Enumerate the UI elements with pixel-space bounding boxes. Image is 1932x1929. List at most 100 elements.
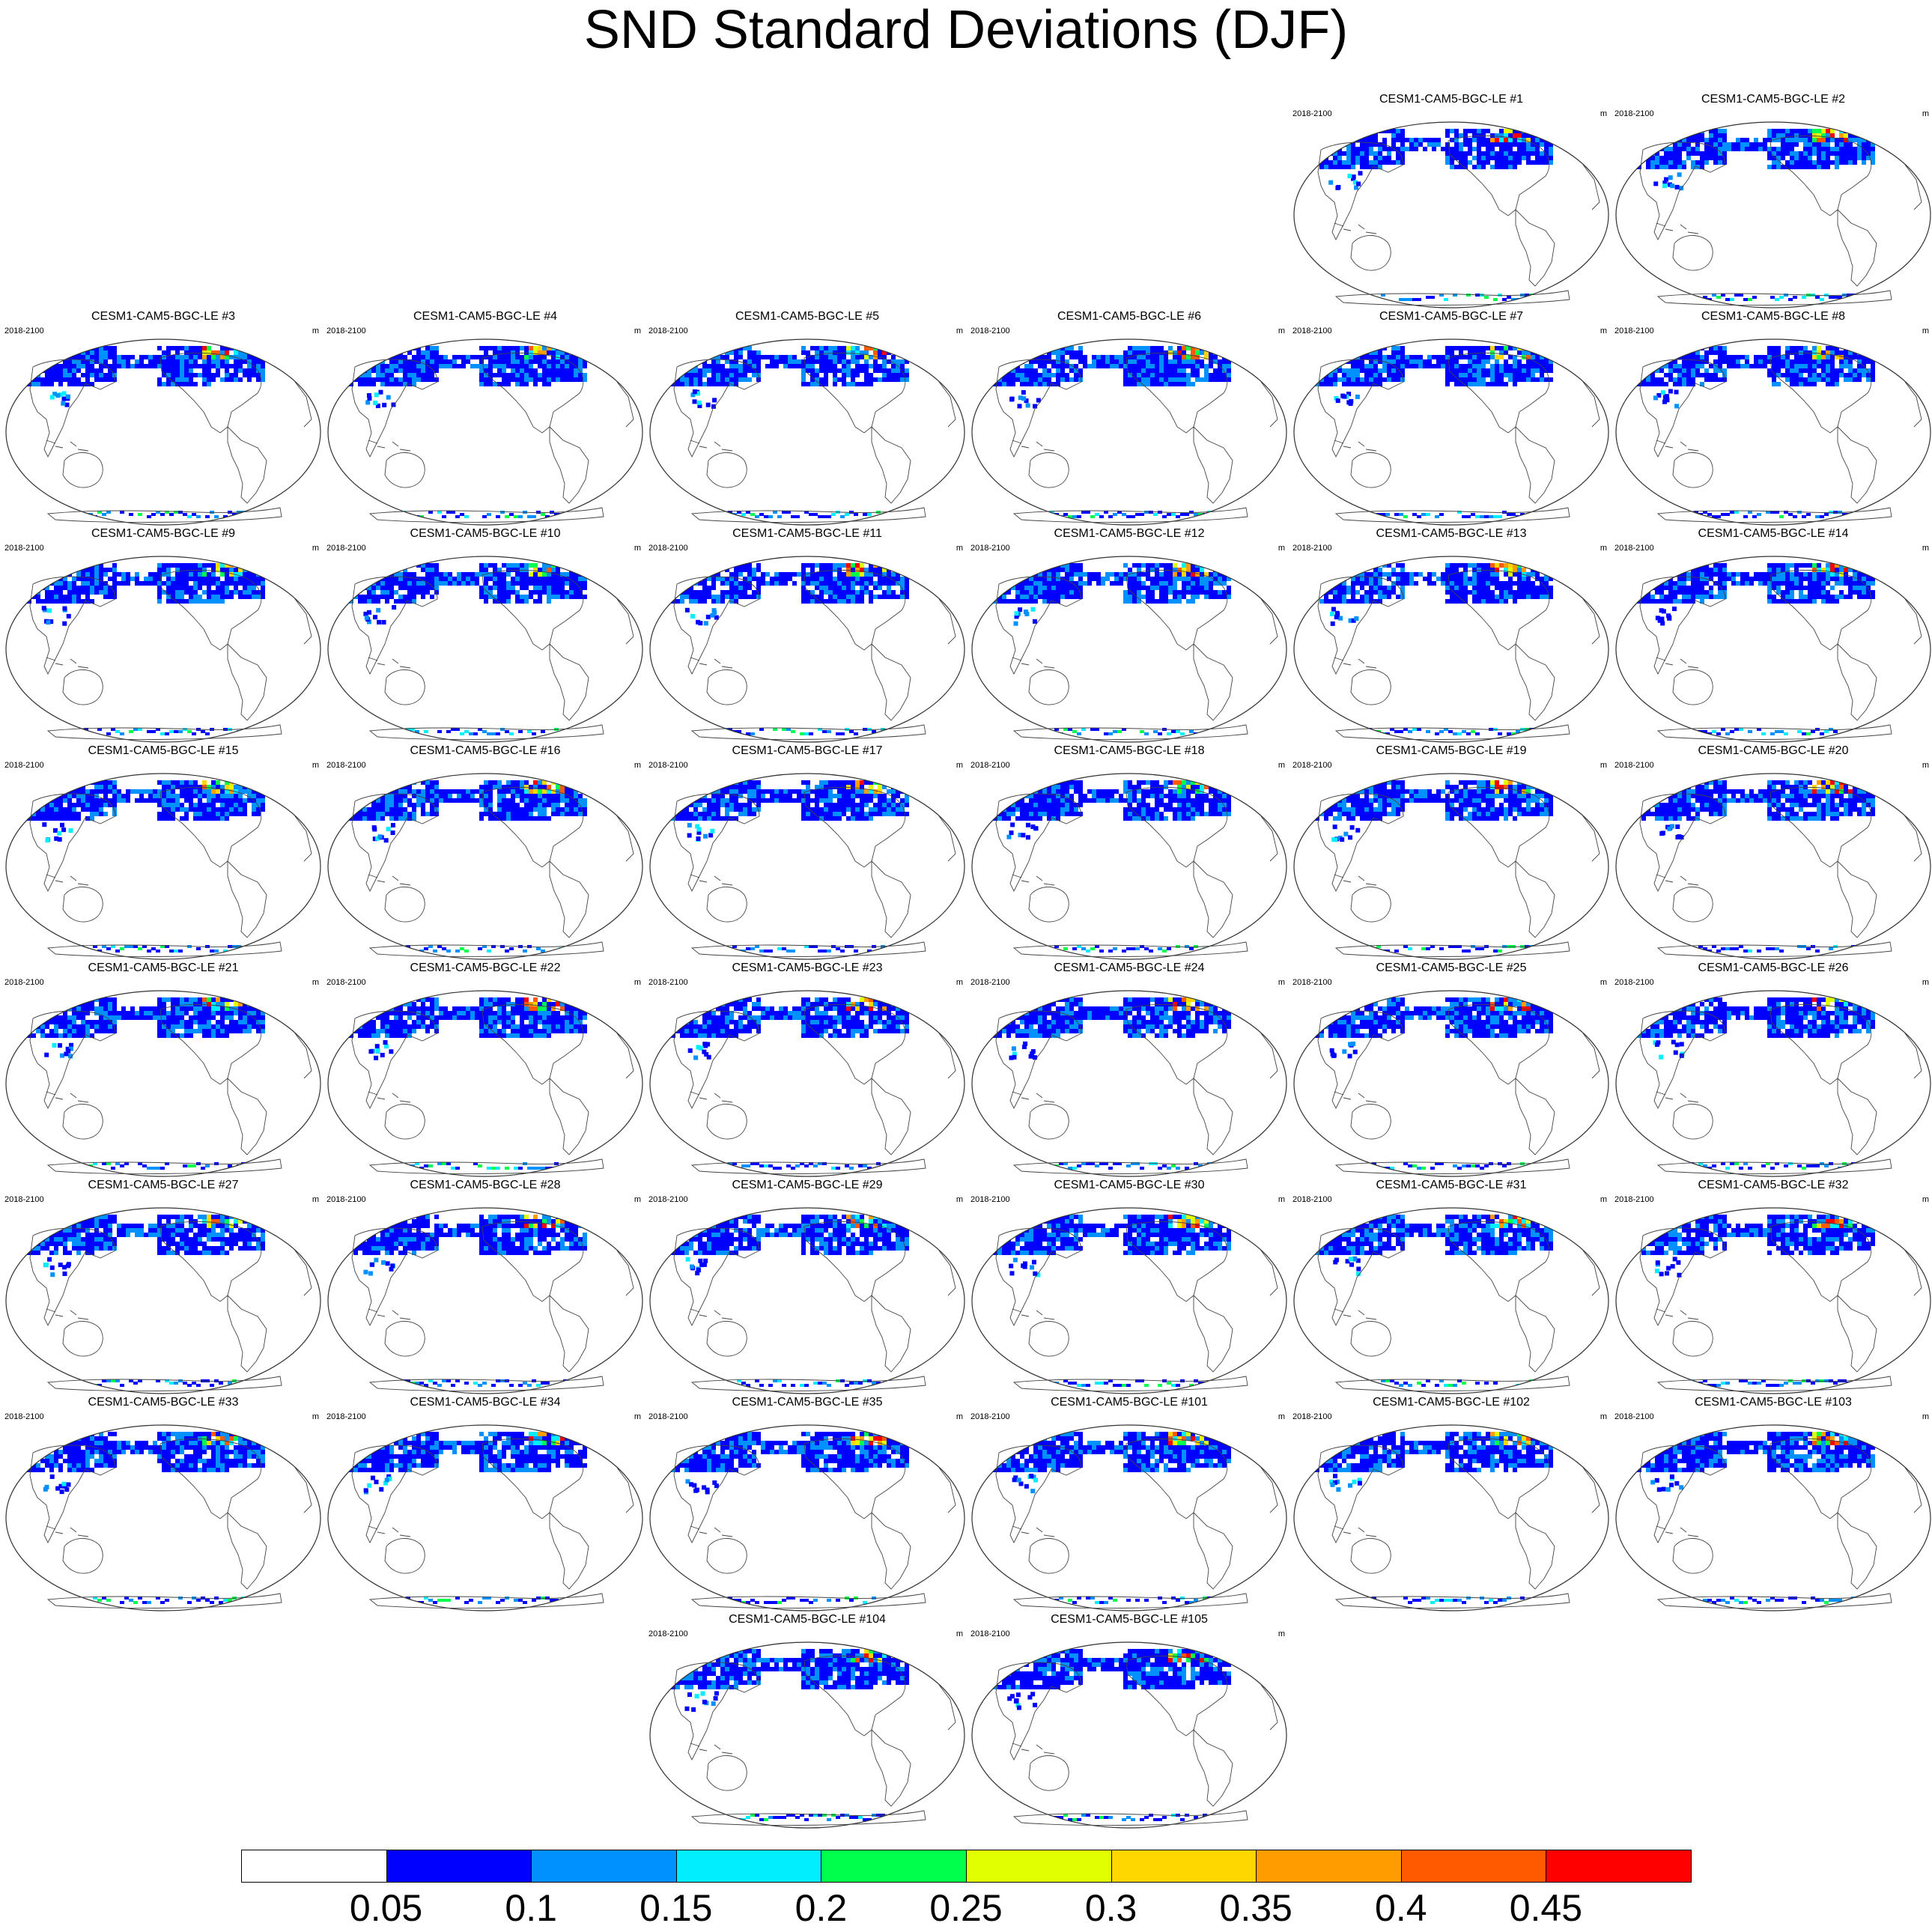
panel-period: 2018-2100: [326, 761, 366, 770]
panel-units: m: [1922, 326, 1929, 335]
panel-units: m: [956, 761, 963, 770]
snow-field: [1306, 1215, 1570, 1387]
panel-title: CESM1-CAM5-BGC-LE #29: [647, 1179, 967, 1192]
panel-units: m: [312, 1195, 319, 1204]
colorbar-swatch: [1401, 1850, 1547, 1883]
panel-period: 2018-2100: [326, 1195, 366, 1204]
panel-title: CESM1-CAM5-BGC-LE #8: [1613, 310, 1932, 323]
panel-title: CESM1-CAM5-BGC-LE #35: [647, 1396, 967, 1409]
panel-title: CESM1-CAM5-BGC-LE #4: [325, 310, 645, 323]
snow-field: [984, 997, 1248, 1170]
panel-units: m: [1922, 109, 1929, 118]
snow-field: [340, 1215, 604, 1387]
map-projection: [3, 337, 323, 527]
snow-field: [984, 780, 1248, 953]
map-projection: [1613, 120, 1932, 310]
colorbar-swatch: [821, 1850, 967, 1883]
panel-title: CESM1-CAM5-BGC-LE #30: [969, 1179, 1289, 1192]
map-projection: [1291, 1206, 1611, 1396]
colorbar-label: 0.1: [505, 1889, 557, 1927]
snow-field: [662, 1432, 926, 1604]
panel-title: CESM1-CAM5-BGC-LE #13: [1291, 527, 1611, 541]
snow-field: [18, 1432, 282, 1604]
panel-title: CESM1-CAM5-BGC-LE #24: [969, 962, 1289, 975]
panel-units: m: [1922, 978, 1929, 987]
panel-period: 2018-2100: [648, 326, 688, 335]
panel-title: CESM1-CAM5-BGC-LE #10: [325, 527, 645, 541]
panel-units: m: [634, 761, 641, 770]
panel-title: CESM1-CAM5-BGC-LE #1: [1291, 93, 1611, 106]
panel-period: 2018-2100: [970, 544, 1010, 553]
panel-period: 2018-2100: [1614, 1412, 1654, 1421]
colorbar-label: 0.2: [795, 1889, 848, 1927]
colorbar-label: 0.45: [1510, 1889, 1582, 1927]
snow-field: [662, 1215, 926, 1387]
panel-title: CESM1-CAM5-BGC-LE #32: [1613, 1179, 1932, 1192]
panel-units: m: [1600, 761, 1607, 770]
map-projection: [969, 771, 1289, 962]
panel-title: CESM1-CAM5-BGC-LE #5: [647, 310, 967, 323]
panel-title: CESM1-CAM5-BGC-LE #105: [969, 1613, 1289, 1626]
panel-units: m: [1922, 544, 1929, 553]
panel-title: CESM1-CAM5-BGC-LE #2: [1613, 93, 1932, 106]
panel-units: m: [1278, 761, 1285, 770]
panel-period: 2018-2100: [970, 1412, 1010, 1421]
panel-title: CESM1-CAM5-BGC-LE #3: [3, 310, 323, 323]
map-projection: [1291, 771, 1611, 962]
colorbar-swatch: [966, 1850, 1112, 1883]
panel-title: CESM1-CAM5-BGC-LE #7: [1291, 310, 1611, 323]
colorbar-label: 0.25: [929, 1889, 1002, 1927]
map-projection: [325, 337, 645, 527]
panel-title: CESM1-CAM5-BGC-LE #26: [1613, 962, 1932, 975]
panel-units: m: [1600, 1412, 1607, 1421]
panel-units: m: [1278, 544, 1285, 553]
panel-period: 2018-2100: [1614, 761, 1654, 770]
map-projection: [1613, 988, 1932, 1179]
panel-period: 2018-2100: [648, 1195, 688, 1204]
map-projection: [1291, 554, 1611, 744]
panel-units: m: [1278, 326, 1285, 335]
map-panel: CESM1-CAM5-BGC-LE #1 2018-2100 m: [1291, 93, 1611, 310]
panel-period: 2018-2100: [4, 978, 44, 987]
panel-units: m: [956, 544, 963, 553]
snow-field: [662, 346, 926, 518]
panel-units: m: [956, 1412, 963, 1421]
map-projection: [969, 337, 1289, 527]
panel-period: 2018-2100: [4, 1195, 44, 1204]
snow-field: [1628, 129, 1892, 301]
panel-period: 2018-2100: [326, 1412, 366, 1421]
snow-field: [1306, 1432, 1570, 1604]
map-projection: [1613, 1423, 1932, 1613]
panel-units: m: [634, 1195, 641, 1204]
panel-units: m: [1278, 1195, 1285, 1204]
map-projection: [1613, 771, 1932, 962]
panel-title: CESM1-CAM5-BGC-LE #23: [647, 962, 967, 975]
panel-title: CESM1-CAM5-BGC-LE #101: [969, 1396, 1289, 1409]
map-projection: [1291, 988, 1611, 1179]
panel-period: 2018-2100: [1292, 544, 1332, 553]
snow-field: [984, 1215, 1248, 1387]
panel-period: 2018-2100: [1292, 109, 1332, 118]
panel-units: m: [1600, 978, 1607, 987]
panel-units: m: [1600, 109, 1607, 118]
panel-title: CESM1-CAM5-BGC-LE #11: [647, 527, 967, 541]
snow-field: [1628, 997, 1892, 1170]
panel-units: m: [956, 1629, 963, 1638]
panel-units: m: [312, 326, 319, 335]
panel-period: 2018-2100: [970, 1195, 1010, 1204]
map-projection: [647, 988, 967, 1179]
